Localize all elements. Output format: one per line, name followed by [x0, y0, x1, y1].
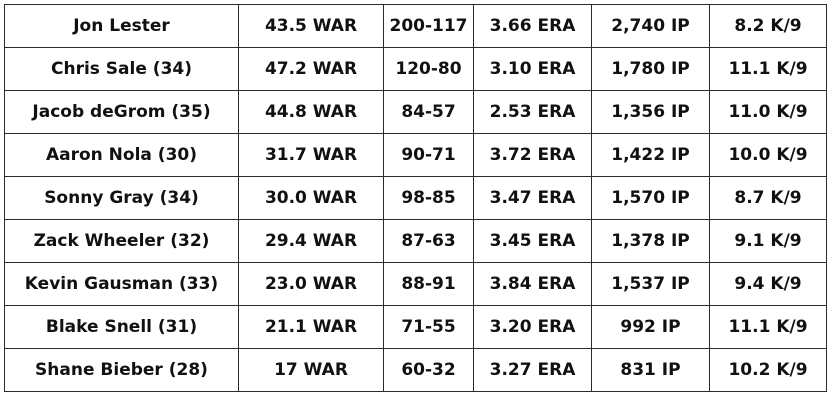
pitcher-name-cell: Aaron Nola (30) [4, 133, 239, 177]
record-cell: 200-117 [383, 4, 474, 48]
innings-pitched-cell: 992 IP [591, 305, 710, 349]
strikeouts-per-nine-cell: 11.0 K/9 [709, 90, 827, 134]
strikeouts-per-nine-cell: 10.2 K/9 [709, 348, 827, 392]
era-cell: 3.84 ERA [473, 262, 592, 306]
record-cell: 88-91 [383, 262, 474, 306]
table-row: Aaron Nola (30) 31.7 WAR 90-71 3.72 ERA … [4, 133, 827, 177]
pitcher-name-cell: Chris Sale (34) [4, 47, 239, 91]
table-row: Shane Bieber (28) 17 WAR 60-32 3.27 ERA … [4, 348, 827, 392]
innings-pitched-cell: 1,570 IP [591, 176, 710, 220]
innings-pitched-cell: 1,422 IP [591, 133, 710, 177]
war-cell: 21.1 WAR [238, 305, 384, 349]
era-cell: 3.45 ERA [473, 219, 592, 263]
innings-pitched-cell: 2,740 IP [591, 4, 710, 48]
record-cell: 120-80 [383, 47, 474, 91]
strikeouts-per-nine-cell: 9.1 K/9 [709, 219, 827, 263]
war-cell: 30.0 WAR [238, 176, 384, 220]
innings-pitched-cell: 1,356 IP [591, 90, 710, 134]
era-cell: 3.10 ERA [473, 47, 592, 91]
war-cell: 43.5 WAR [238, 4, 384, 48]
innings-pitched-cell: 1,780 IP [591, 47, 710, 91]
pitcher-name-cell: Kevin Gausman (33) [4, 262, 239, 306]
record-cell: 87-63 [383, 219, 474, 263]
table-row: Zack Wheeler (32) 29.4 WAR 87-63 3.45 ER… [4, 219, 827, 263]
era-cell: 3.47 ERA [473, 176, 592, 220]
pitcher-name-cell: Blake Snell (31) [4, 305, 239, 349]
era-cell: 3.20 ERA [473, 305, 592, 349]
pitcher-name-cell: Jacob deGrom (35) [4, 90, 239, 134]
era-cell: 2.53 ERA [473, 90, 592, 134]
war-cell: 23.0 WAR [238, 262, 384, 306]
pitcher-name-cell: Shane Bieber (28) [4, 348, 239, 392]
war-cell: 47.2 WAR [238, 47, 384, 91]
war-cell: 31.7 WAR [238, 133, 384, 177]
record-cell: 98-85 [383, 176, 474, 220]
innings-pitched-cell: 1,537 IP [591, 262, 710, 306]
pitcher-name-cell: Sonny Gray (34) [4, 176, 239, 220]
era-cell: 3.27 ERA [473, 348, 592, 392]
record-cell: 84-57 [383, 90, 474, 134]
strikeouts-per-nine-cell: 11.1 K/9 [709, 305, 827, 349]
pitcher-name-cell: Zack Wheeler (32) [4, 219, 239, 263]
table-row: Jacob deGrom (35) 44.8 WAR 84-57 2.53 ER… [4, 90, 827, 134]
innings-pitched-cell: 831 IP [591, 348, 710, 392]
war-cell: 17 WAR [238, 348, 384, 392]
record-cell: 71-55 [383, 305, 474, 349]
strikeouts-per-nine-cell: 10.0 K/9 [709, 133, 827, 177]
table-row: Sonny Gray (34) 30.0 WAR 98-85 3.47 ERA … [4, 176, 827, 220]
table-row: Jon Lester 43.5 WAR 200-117 3.66 ERA 2,7… [4, 4, 827, 48]
war-cell: 29.4 WAR [238, 219, 384, 263]
table-row: Chris Sale (34) 47.2 WAR 120-80 3.10 ERA… [4, 47, 827, 91]
pitcher-stats-table: Jon Lester 43.5 WAR 200-117 3.66 ERA 2,7… [4, 4, 827, 392]
era-cell: 3.72 ERA [473, 133, 592, 177]
war-cell: 44.8 WAR [238, 90, 384, 134]
strikeouts-per-nine-cell: 11.1 K/9 [709, 47, 827, 91]
table-row: Blake Snell (31) 21.1 WAR 71-55 3.20 ERA… [4, 305, 827, 349]
record-cell: 60-32 [383, 348, 474, 392]
strikeouts-per-nine-cell: 8.7 K/9 [709, 176, 827, 220]
innings-pitched-cell: 1,378 IP [591, 219, 710, 263]
strikeouts-per-nine-cell: 9.4 K/9 [709, 262, 827, 306]
table-row: Kevin Gausman (33) 23.0 WAR 88-91 3.84 E… [4, 262, 827, 306]
pitcher-name-cell: Jon Lester [4, 4, 239, 48]
strikeouts-per-nine-cell: 8.2 K/9 [709, 4, 827, 48]
record-cell: 90-71 [383, 133, 474, 177]
era-cell: 3.66 ERA [473, 4, 592, 48]
